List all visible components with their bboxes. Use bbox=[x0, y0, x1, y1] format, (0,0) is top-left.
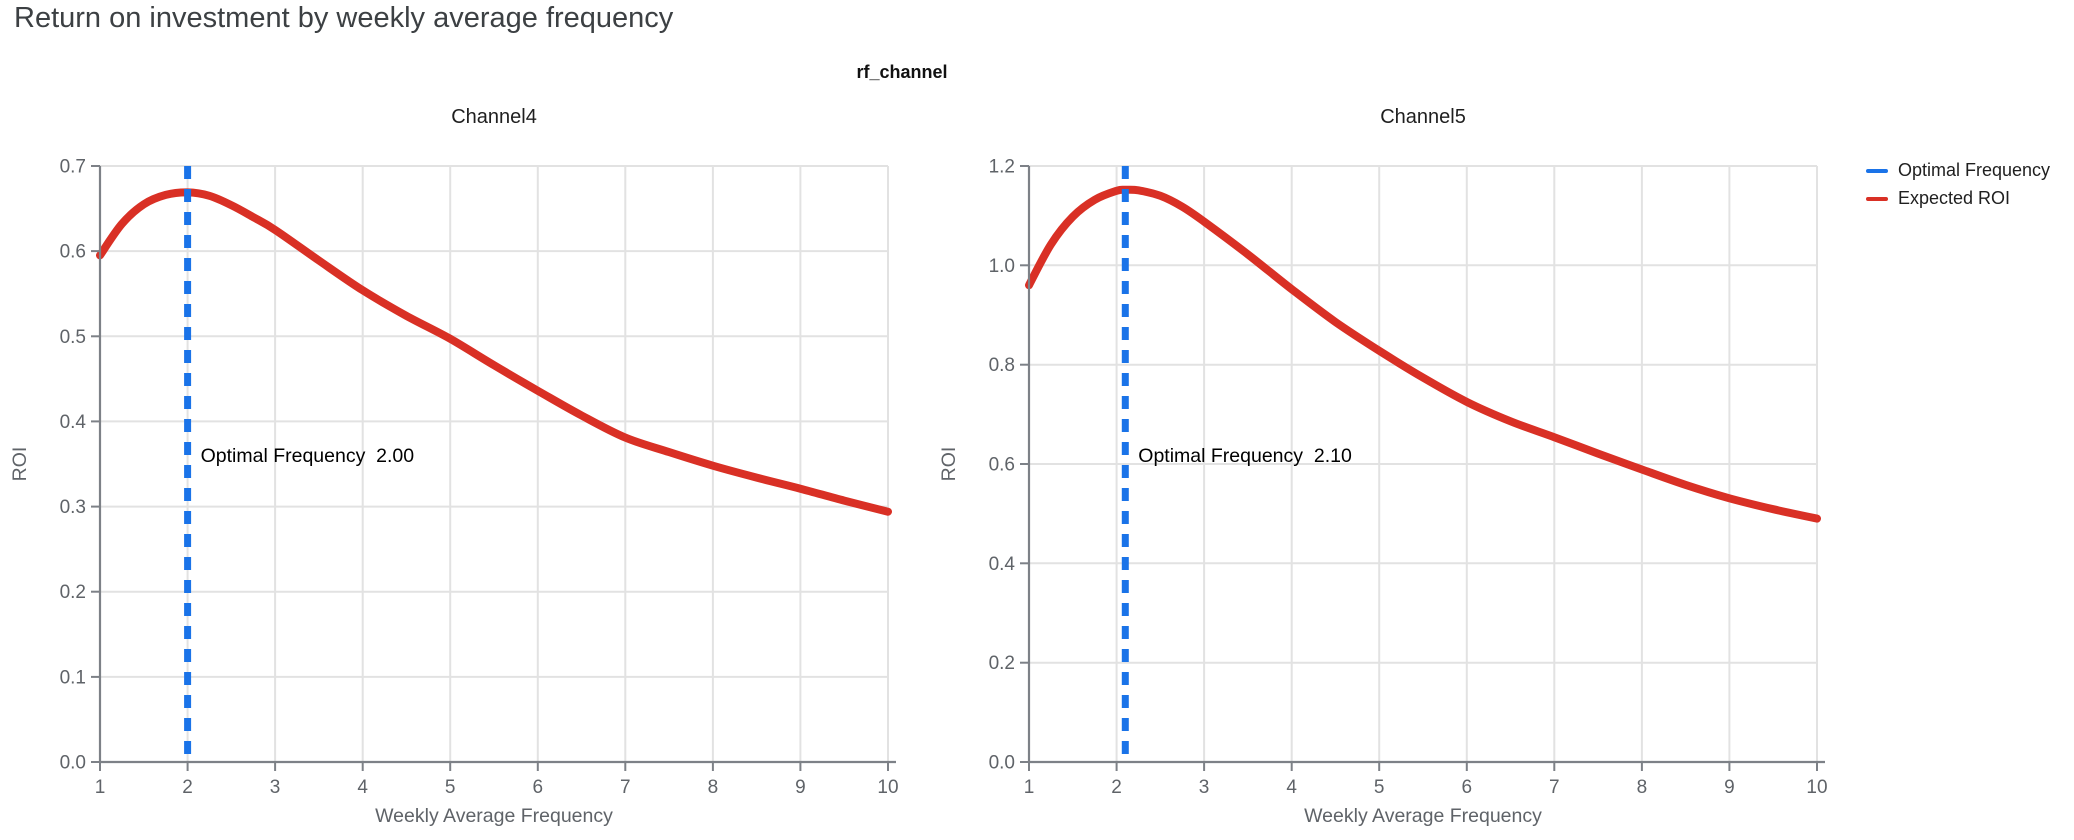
y-tick-label: 0.8 bbox=[989, 355, 1015, 376]
page-title: Return on investment by weekly average f… bbox=[14, 2, 674, 34]
chart-title: Channel4 bbox=[451, 106, 537, 128]
legend-item-expected-roi: Expected ROI bbox=[1866, 189, 2050, 208]
y-tick-label: 0.1 bbox=[60, 667, 86, 688]
x-tick-label: 3 bbox=[270, 777, 281, 798]
y-tick-label: 1.0 bbox=[989, 256, 1015, 277]
legend-label: Expected ROI bbox=[1898, 188, 2011, 208]
x-tick-label: 5 bbox=[445, 777, 456, 798]
x-axis-label: Weekly Average Frequency bbox=[1304, 805, 1542, 827]
figure-suptitle: rf_channel bbox=[856, 62, 948, 82]
y-tick-label: 1.2 bbox=[989, 157, 1015, 178]
x-tick-label: 1 bbox=[95, 777, 106, 798]
y-tick-label: 0.6 bbox=[60, 242, 86, 263]
x-tick-label: 4 bbox=[357, 777, 368, 798]
y-tick-label: 0.7 bbox=[60, 157, 86, 178]
x-tick-label: 3 bbox=[1199, 777, 1210, 798]
y-tick-label: 0.4 bbox=[60, 412, 87, 433]
y-tick-label: 0.5 bbox=[60, 327, 86, 348]
expected-roi-line-swatch bbox=[1866, 196, 1888, 201]
chart-channel5: Channel5 1 2 3 4 5 6 7 8 9 10 0.0 0.2 0.4 0.6 0.8 1.0 1.… bbox=[929, 95, 1858, 840]
y-tick-label: 0.0 bbox=[989, 753, 1015, 774]
expected-roi-curve bbox=[1025, 185, 1821, 523]
x-tick-label: 9 bbox=[795, 777, 806, 798]
x-axis-label: Weekly Average Frequency bbox=[375, 805, 613, 827]
y-tick-label: 0.0 bbox=[60, 753, 86, 774]
optimal-frequency-annotation: Optimal Frequency 2.10 bbox=[1138, 445, 1352, 467]
x-tick-label: 10 bbox=[877, 777, 898, 798]
x-tick-label: 6 bbox=[533, 777, 544, 798]
y-tick-label: 0.2 bbox=[989, 653, 1015, 674]
chart-title: Channel5 bbox=[1380, 106, 1466, 128]
x-tick-label: 6 bbox=[1462, 777, 1473, 798]
x-tick-label: 5 bbox=[1374, 777, 1385, 798]
optimal-frequency-line-swatch bbox=[1866, 168, 1888, 173]
x-tick-label: 7 bbox=[620, 777, 631, 798]
x-tick-label: 2 bbox=[182, 777, 193, 798]
x-tick-label: 8 bbox=[708, 777, 719, 798]
chart-channel4: Channel4 1 2 3 4 5 6 7 8 9 10 0.0 0.1 0.2 0.3 0.4 0.5 0.… bbox=[0, 95, 929, 840]
x-tick-label: 10 bbox=[1806, 777, 1827, 798]
x-tick-label: 7 bbox=[1549, 777, 1560, 798]
y-tick-label: 0.6 bbox=[989, 455, 1015, 476]
x-tick-label: 8 bbox=[1637, 777, 1648, 798]
legend-label: Optimal Frequency bbox=[1898, 160, 2051, 180]
y-tick-label: 0.3 bbox=[60, 497, 86, 518]
x-tick-label: 2 bbox=[1111, 777, 1122, 798]
legend: Optimal Frequency Expected ROI bbox=[1866, 161, 2050, 208]
x-tick-label: 4 bbox=[1286, 777, 1297, 798]
x-tick-label: 9 bbox=[1724, 777, 1735, 798]
chart-svg: Channel4 1 2 3 4 5 6 7 8 9 10 0.0 0.1 0.2 0.3 0.4 0.5 0.… bbox=[9, 106, 899, 827]
y-axis-label: ROI bbox=[9, 447, 31, 482]
optimal-frequency-annotation: Optimal Frequency 2.00 bbox=[201, 445, 415, 467]
y-tick-label: 0.2 bbox=[60, 582, 86, 603]
x-tick-label: 1 bbox=[1024, 777, 1035, 798]
chart-svg: Channel5 1 2 3 4 5 6 7 8 9 10 0.0 0.2 0.4 0.6 0.8 1.0 1.… bbox=[938, 106, 1828, 827]
y-axis-label: ROI bbox=[938, 447, 960, 482]
legend-item-optimal-frequency: Optimal Frequency bbox=[1866, 161, 2050, 180]
expected-roi-curve bbox=[96, 188, 892, 516]
y-tick-label: 0.4 bbox=[989, 554, 1016, 575]
